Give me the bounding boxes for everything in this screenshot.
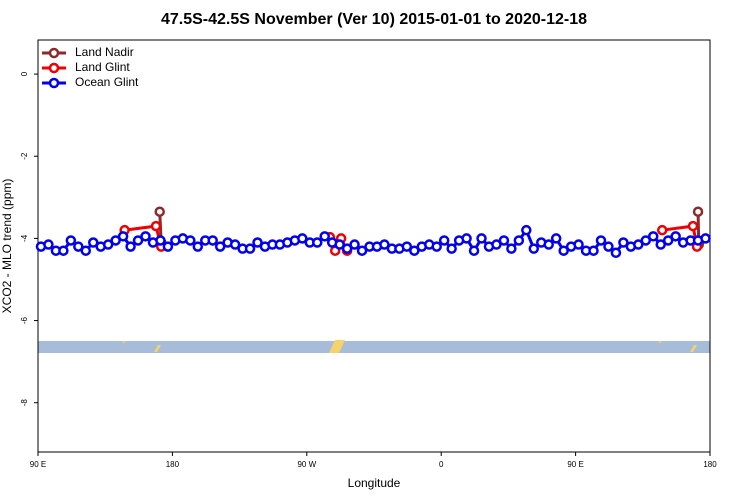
y-axis-label: XCO2 - MLO trend (ppm): [0, 179, 14, 314]
point: [670, 231, 681, 242]
x-tick-label: 90 E: [30, 460, 46, 469]
point: [162, 241, 174, 252]
point: [117, 231, 129, 242]
point: [687, 220, 699, 232]
y-tick-label: -6: [20, 316, 29, 324]
point: [207, 235, 218, 246]
point: [662, 235, 674, 246]
point: [319, 231, 330, 242]
point: [244, 243, 256, 254]
point: [43, 239, 54, 250]
x-tick-label: 0: [439, 460, 444, 469]
point: [132, 235, 144, 246]
x-tick-label: 90 E: [567, 460, 583, 469]
point: [506, 243, 517, 254]
point: [595, 235, 607, 246]
point: [468, 245, 480, 256]
point: [409, 245, 420, 256]
point: [648, 231, 659, 242]
point: [431, 241, 442, 252]
point: [312, 237, 323, 248]
point: [476, 233, 487, 244]
x-tick-label: 180: [703, 460, 717, 469]
point: [521, 224, 532, 236]
point: [491, 239, 502, 250]
point: [155, 235, 166, 246]
y-tick-label: -4: [20, 234, 29, 242]
point: [102, 239, 114, 250]
legend-marker: [48, 77, 60, 89]
chart-title: 47.5S-42.5S November (Ver 10) 2015-01-01…: [161, 11, 587, 28]
legend-label: Ocean Glint: [75, 75, 139, 89]
legend-marker: [48, 47, 60, 59]
land-mark: [122, 341, 126, 343]
point: [588, 245, 599, 256]
point: [252, 237, 263, 248]
land-mark: [690, 345, 697, 352]
legend-label: Land Nadir: [75, 45, 134, 59]
point: [558, 245, 569, 256]
point: [461, 233, 472, 244]
point: [640, 235, 652, 246]
point: [498, 235, 510, 246]
point: [692, 206, 704, 217]
point: [73, 241, 84, 252]
point: [125, 241, 136, 252]
point: [88, 237, 99, 248]
ocean-band: [38, 341, 710, 353]
y-tick-label: -8: [20, 399, 29, 407]
x-axis-label: Longitude: [348, 476, 401, 490]
point: [513, 235, 525, 246]
point: [438, 235, 450, 246]
point: [58, 245, 69, 256]
point: [610, 247, 622, 259]
point: [633, 239, 644, 250]
point: [297, 233, 308, 244]
point: [341, 243, 353, 254]
land-mark: [154, 345, 161, 352]
land-mark: [658, 341, 662, 343]
point: [356, 245, 368, 256]
point: [573, 239, 584, 250]
point: [349, 239, 360, 250]
y-tick-label: 0: [20, 71, 29, 76]
point: [140, 231, 151, 242]
point: [528, 243, 540, 254]
point: [192, 241, 204, 252]
point: [603, 241, 614, 252]
point: [446, 243, 457, 254]
point: [334, 239, 345, 250]
point: [401, 241, 413, 252]
point: [229, 239, 241, 250]
point: [80, 245, 92, 256]
legend-label: Land Glint: [75, 60, 130, 74]
point: [65, 235, 77, 246]
point: [550, 233, 562, 244]
point: [543, 239, 554, 250]
land-mark: [329, 340, 345, 353]
point: [700, 233, 711, 244]
point: [154, 206, 165, 217]
y-tick-label: -2: [20, 152, 29, 160]
x-tick-label: 180: [166, 460, 180, 469]
point: [618, 237, 629, 248]
point: [150, 220, 162, 232]
point: [655, 239, 666, 250]
point: [214, 241, 226, 252]
point: [379, 239, 390, 250]
legend-marker: [48, 62, 60, 74]
point: [110, 235, 121, 246]
point: [185, 235, 196, 246]
point: [656, 224, 668, 236]
x-tick-label: 90 W: [297, 460, 316, 469]
